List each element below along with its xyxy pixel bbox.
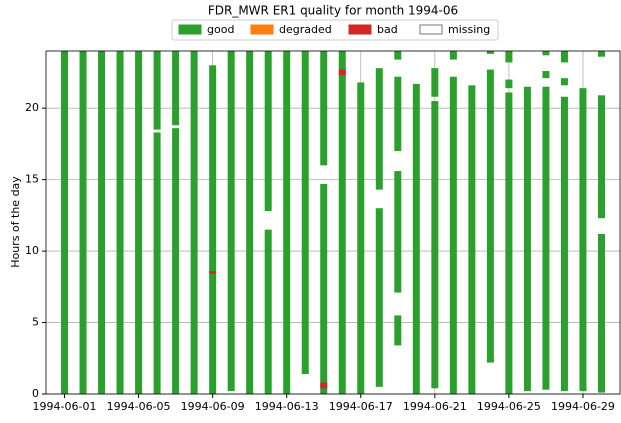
x-tick-label: 1994-06-05 [107, 400, 171, 413]
bar-segment [505, 51, 513, 63]
bar-segment [209, 271, 217, 274]
bar-segment [597, 95, 605, 219]
x-tick-label: 1994-06-25 [477, 400, 541, 413]
plot-frame [45, 50, 621, 395]
bar-segment [375, 68, 383, 190]
bar-segment [153, 51, 161, 130]
bar-segment [375, 208, 383, 387]
bar-segment [61, 51, 69, 394]
bar-segment [357, 82, 365, 395]
y-axis-label: Hours of the day [9, 176, 22, 268]
bar-segment [505, 92, 513, 394]
x-tick-label: 1994-06-21 [403, 400, 467, 413]
bar-segment [597, 51, 605, 57]
bar-segment [394, 51, 402, 60]
x-tick-label: 1994-06-01 [33, 400, 97, 413]
bar-segment [560, 96, 568, 392]
bar-segment [597, 233, 605, 393]
bar-segment [246, 51, 254, 394]
bar-segment [320, 183, 328, 394]
bar-segment [394, 171, 402, 293]
bar-segment [468, 85, 476, 395]
bar-segment [542, 71, 550, 79]
bar-segment [227, 51, 235, 392]
x-tick-label: 1994-06-29 [551, 400, 615, 413]
bar-segment [190, 51, 198, 394]
bar-segment [505, 79, 513, 89]
bar-segment [394, 76, 402, 152]
bar-segment [153, 132, 161, 394]
legend-label: bad [377, 23, 398, 36]
bar-segment [486, 51, 494, 54]
bar-segment [116, 51, 124, 394]
bar-segment [79, 51, 87, 394]
legend-label: good [207, 23, 234, 36]
y-tick-label: 0 [32, 387, 39, 400]
bar-segment [449, 76, 457, 394]
bar-segment [412, 83, 420, 394]
bar-segment [264, 51, 272, 212]
legend-swatch [419, 24, 443, 35]
bar-segment [283, 51, 291, 394]
bar-segment [320, 51, 328, 166]
bar-segment [542, 51, 550, 56]
bar-segment [209, 65, 217, 395]
x-tick-label: 1994-06-09 [181, 400, 245, 413]
bar-segment [394, 315, 402, 346]
legend-swatch [178, 24, 202, 35]
legend-swatch [250, 24, 274, 35]
y-tick-label: 15 [25, 173, 39, 186]
legend-label: missing [448, 23, 490, 36]
bar-segment [560, 78, 568, 86]
bar-segment [172, 51, 180, 126]
chart-title: FDR_MWR ER1 quality for month 1994-06 [208, 4, 458, 18]
bar-segment [523, 86, 531, 392]
bar-segment [301, 51, 309, 374]
bar-segment [431, 101, 439, 389]
bar-segment [560, 51, 568, 63]
bar-segment [98, 51, 106, 394]
y-tick-label: 20 [25, 101, 39, 114]
bar-segment [449, 51, 457, 60]
legend-label: degraded [279, 23, 332, 36]
bar-segment [135, 51, 143, 394]
x-tick-label: 1994-06-13 [255, 400, 319, 413]
bar-segment [338, 51, 346, 394]
bar-segment [486, 69, 494, 363]
y-tick-label: 5 [32, 316, 39, 329]
legend-swatch [348, 24, 372, 35]
bar-segment [320, 382, 328, 389]
bar-segment [431, 68, 439, 97]
bar-segment [264, 229, 272, 394]
bar-segment [579, 88, 587, 392]
y-tick-label: 10 [25, 244, 39, 257]
bar-segment [338, 69, 346, 76]
bar-segment [542, 86, 550, 390]
x-tick-label: 1994-06-17 [329, 400, 393, 413]
bar-segment [172, 128, 180, 395]
